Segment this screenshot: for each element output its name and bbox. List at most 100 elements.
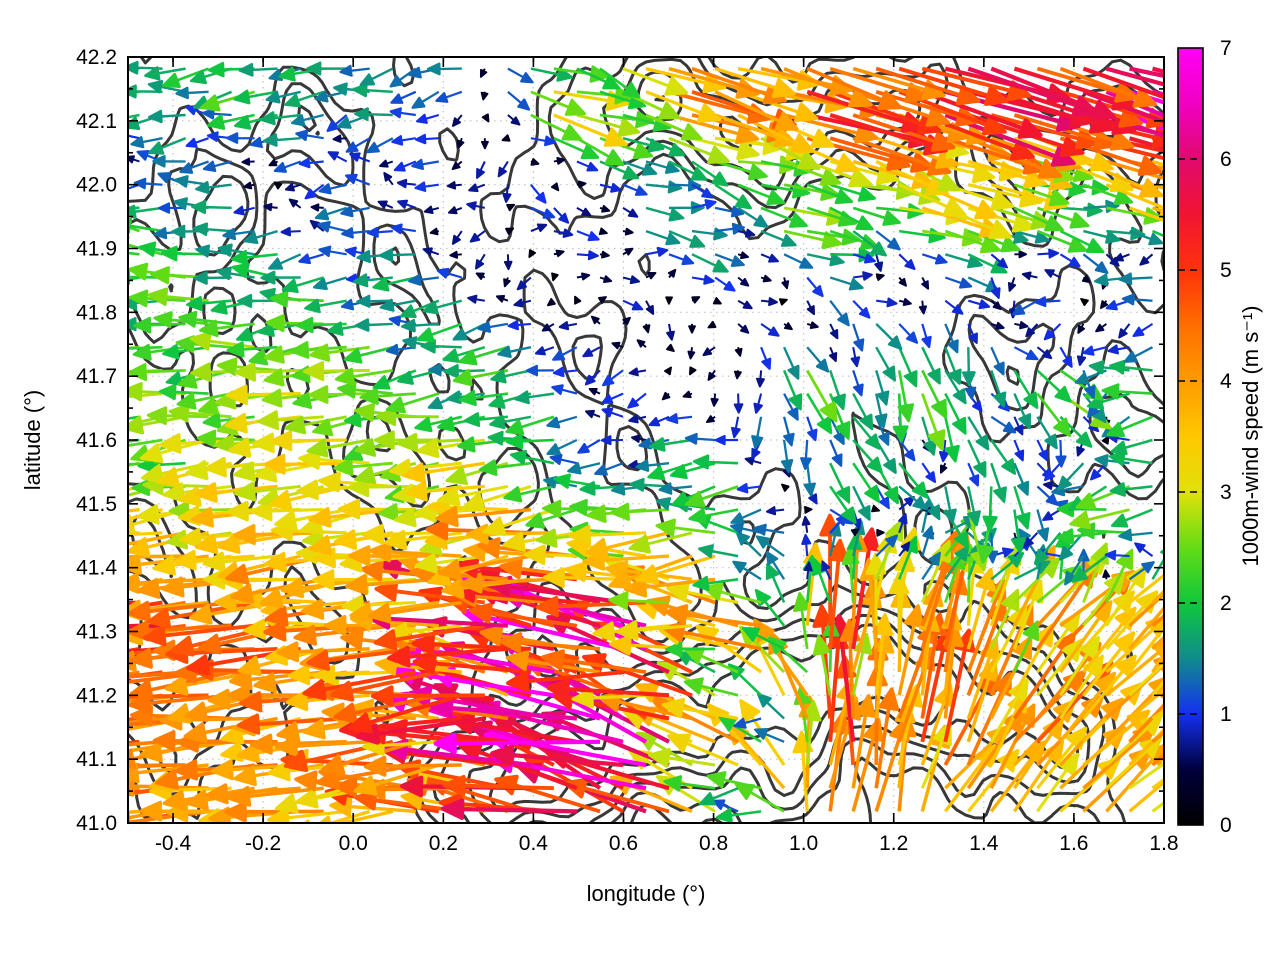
wind-arrow [1057, 462, 1085, 491]
wind-arrow [600, 435, 624, 446]
wind-arrow [505, 650, 601, 674]
wind-arrow [480, 91, 489, 101]
wind-arrow [1044, 269, 1061, 279]
wind-arrow [1128, 561, 1155, 581]
wind-arrow [1014, 321, 1029, 330]
wind-arrow [755, 535, 785, 558]
y-tick-label: 42.1 [76, 110, 117, 133]
wind-arrow [435, 506, 532, 528]
wind-arrow [1105, 253, 1120, 267]
wind-arrow [631, 434, 647, 443]
wind-arrow [530, 67, 574, 82]
wind-arrow [363, 755, 462, 777]
wind-arrow [506, 203, 516, 212]
wind-arrow [1128, 604, 1165, 651]
wind-arrow [944, 545, 970, 581]
wind-arrow [236, 713, 347, 735]
wind-arrow [707, 320, 717, 329]
wind-arrow [944, 299, 964, 315]
wind-arrow [944, 276, 973, 289]
wind-arrow [281, 276, 325, 294]
wind-arrow [648, 415, 670, 427]
wind-arrow [691, 296, 701, 304]
wind-arrow [284, 90, 325, 108]
wind-arrow [1102, 569, 1111, 580]
wind-arrow [449, 250, 462, 259]
wind-arrow [990, 66, 1116, 121]
wind-arrow [1128, 206, 1165, 223]
wind-arrow [1129, 229, 1164, 246]
wind-arrow [920, 393, 946, 451]
wind-arrow [553, 156, 566, 165]
wind-arrow [1013, 416, 1024, 436]
wind-arrow [516, 276, 532, 291]
wind-arrow [1152, 229, 1165, 238]
wind-arrow [622, 227, 634, 236]
wind-arrow [288, 198, 302, 209]
wind-arrow [127, 225, 140, 233]
wind-arrow [692, 575, 739, 591]
wind-arrow [354, 107, 393, 122]
wind-arrow [304, 298, 347, 314]
axes-frame [127, 56, 1165, 824]
wind-arrow [692, 454, 739, 470]
wind-arrow [1110, 438, 1153, 455]
wind-arrow [733, 717, 762, 729]
wind-arrow [780, 439, 794, 474]
wind-arrow [793, 592, 811, 650]
wind-arrow [871, 504, 880, 513]
wind-arrow [505, 415, 555, 436]
wind-arrow [829, 136, 935, 173]
wind-arrow [850, 347, 861, 368]
wind-arrow [497, 345, 532, 359]
wind-arrow [310, 203, 324, 212]
wind-arrow [645, 271, 657, 280]
wind-arrow [664, 366, 672, 376]
wind-arrow [152, 155, 186, 168]
wind-arrow [411, 158, 439, 171]
wind-arrow [503, 277, 511, 288]
wind-arrow [1128, 779, 1165, 813]
wind-arrow [1118, 272, 1153, 286]
y-tick-label: 41.6 [76, 429, 117, 452]
wind-arrow [507, 67, 534, 84]
wind-arrow [1106, 206, 1164, 225]
wind-arrow [396, 432, 462, 453]
wind-arrow [1106, 415, 1154, 438]
wind-arrow [739, 699, 786, 766]
wind-arrow [806, 416, 818, 442]
wind-arrow [173, 549, 255, 571]
wind-arrow [396, 178, 416, 189]
wind-arrow [829, 369, 846, 411]
wind-arrow [458, 345, 509, 366]
wind-arrow [1109, 359, 1153, 375]
wind-arrow [506, 433, 554, 450]
wind-arrow [1021, 271, 1038, 280]
wind-arrow [760, 297, 778, 307]
wind-arrow [469, 230, 486, 243]
wind-arrow [571, 687, 647, 709]
wind-arrow [327, 151, 348, 163]
wind-arrow [1151, 751, 1165, 767]
wind-arrow [189, 331, 255, 351]
wind-arrow [576, 230, 600, 242]
wind-arrow [585, 409, 601, 419]
wind-arrow [1036, 229, 1088, 253]
y-tick-label: 41.8 [76, 301, 117, 324]
wind-arrow [1059, 229, 1105, 254]
wind-arrow [875, 66, 981, 106]
wind-arrow [1106, 226, 1146, 241]
wind-arrow [668, 179, 702, 192]
wind-arrow [349, 152, 371, 163]
wind-arrow [359, 67, 394, 86]
wind-arrow [1082, 66, 1165, 100]
wind-arrow [938, 439, 950, 463]
wind-arrow [967, 113, 1085, 158]
wind-arrow [961, 347, 976, 387]
wind-arrow [687, 347, 696, 360]
wind-arrow [1010, 509, 1026, 554]
wind-arrow [737, 183, 786, 206]
wind-arrow [361, 523, 439, 545]
wind-arrow [259, 111, 301, 126]
wind-arrow [1013, 486, 1031, 530]
